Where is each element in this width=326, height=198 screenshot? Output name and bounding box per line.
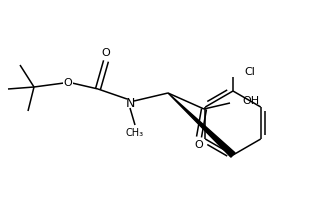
Polygon shape	[168, 93, 235, 157]
Text: O: O	[64, 78, 72, 88]
Text: O: O	[102, 48, 111, 58]
Text: O: O	[195, 140, 203, 150]
Text: OH: OH	[242, 96, 259, 106]
Text: CH₃: CH₃	[126, 128, 144, 138]
Text: Cl: Cl	[244, 67, 255, 77]
Text: N: N	[125, 96, 135, 109]
